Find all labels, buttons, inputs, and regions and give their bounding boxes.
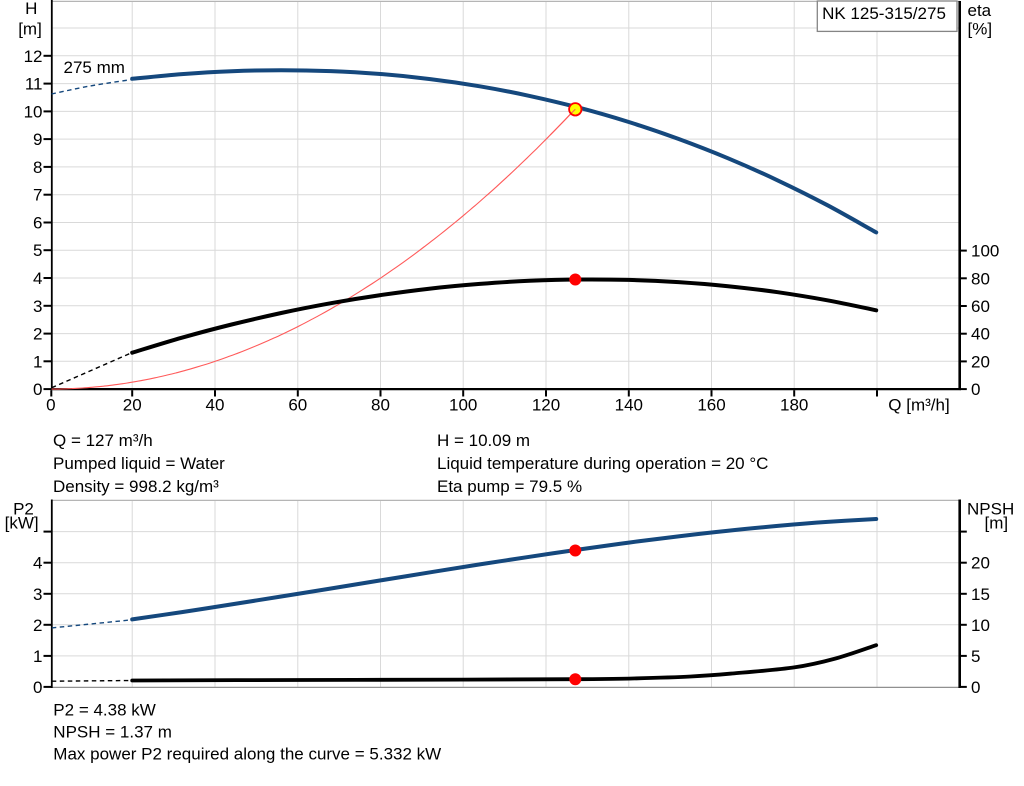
svg-text:0: 0 [33,678,42,697]
svg-text:10: 10 [971,616,990,635]
svg-text:12: 12 [24,47,43,66]
svg-text:0: 0 [46,395,55,414]
svg-text:1: 1 [33,647,42,666]
svg-text:7: 7 [33,186,42,205]
svg-text:3: 3 [33,585,42,604]
svg-text:10: 10 [24,102,43,121]
svg-text:H: H [25,0,37,18]
svg-text:60: 60 [288,395,307,414]
svg-text:80: 80 [971,269,990,288]
svg-text:0: 0 [971,678,980,697]
svg-text:2: 2 [33,325,42,344]
svg-text:H = 10.09 m: H = 10.09 m [437,431,530,450]
svg-text:15: 15 [971,585,990,604]
svg-text:P2: P2 [13,500,34,519]
svg-text:275 mm: 275 mm [64,58,125,77]
svg-text:Q = 127 m³/h: Q = 127 m³/h [53,431,153,450]
svg-text:160: 160 [697,395,725,414]
svg-text:NK 125-315/275: NK 125-315/275 [822,4,946,23]
svg-text:180: 180 [780,395,808,414]
svg-text:5: 5 [971,647,980,666]
svg-text:Liquid temperature during oper: Liquid temperature during operation = 20… [437,454,768,473]
svg-text:Max power P2 required along th: Max power P2 required along the curve = … [53,745,441,764]
svg-text:20: 20 [971,352,990,371]
svg-text:1: 1 [33,352,42,371]
svg-text:20: 20 [123,395,142,414]
svg-text:4: 4 [33,554,42,573]
svg-text:[%]: [%] [968,19,993,38]
svg-text:0: 0 [971,380,980,399]
svg-text:0: 0 [33,380,42,399]
svg-text:3: 3 [33,297,42,316]
svg-text:Eta pump = 79.5 %: Eta pump = 79.5 % [437,477,582,496]
svg-text:[kW]: [kW] [5,514,39,533]
svg-text:6: 6 [33,214,42,233]
svg-text:11: 11 [25,75,43,94]
svg-text:NPSH: NPSH [967,500,1014,519]
svg-text:40: 40 [971,325,990,344]
svg-text:8: 8 [33,158,42,177]
svg-text:20: 20 [971,554,990,573]
svg-text:Q [m³/h]: Q [m³/h] [888,395,949,414]
svg-text:4: 4 [33,269,42,288]
svg-text:NPSH = 1.37 m: NPSH = 1.37 m [53,723,172,742]
svg-text:5: 5 [33,241,42,260]
svg-text:100: 100 [449,395,477,414]
svg-text:Density = 998.2 kg/m³: Density = 998.2 kg/m³ [53,477,219,496]
svg-text:[m]: [m] [984,514,1008,533]
svg-text:9: 9 [33,130,42,149]
svg-text:Pumped liquid = Water: Pumped liquid = Water [53,454,225,473]
svg-text:60: 60 [971,297,990,316]
svg-text:120: 120 [532,395,560,414]
svg-text:P2 = 4.38 kW: P2 = 4.38 kW [53,701,156,720]
svg-text:[m]: [m] [18,20,42,39]
svg-text:eta: eta [968,1,992,20]
svg-text:40: 40 [206,395,225,414]
svg-text:100: 100 [971,242,999,261]
svg-text:140: 140 [615,395,643,414]
svg-text:2: 2 [33,616,42,635]
svg-text:80: 80 [371,395,390,414]
